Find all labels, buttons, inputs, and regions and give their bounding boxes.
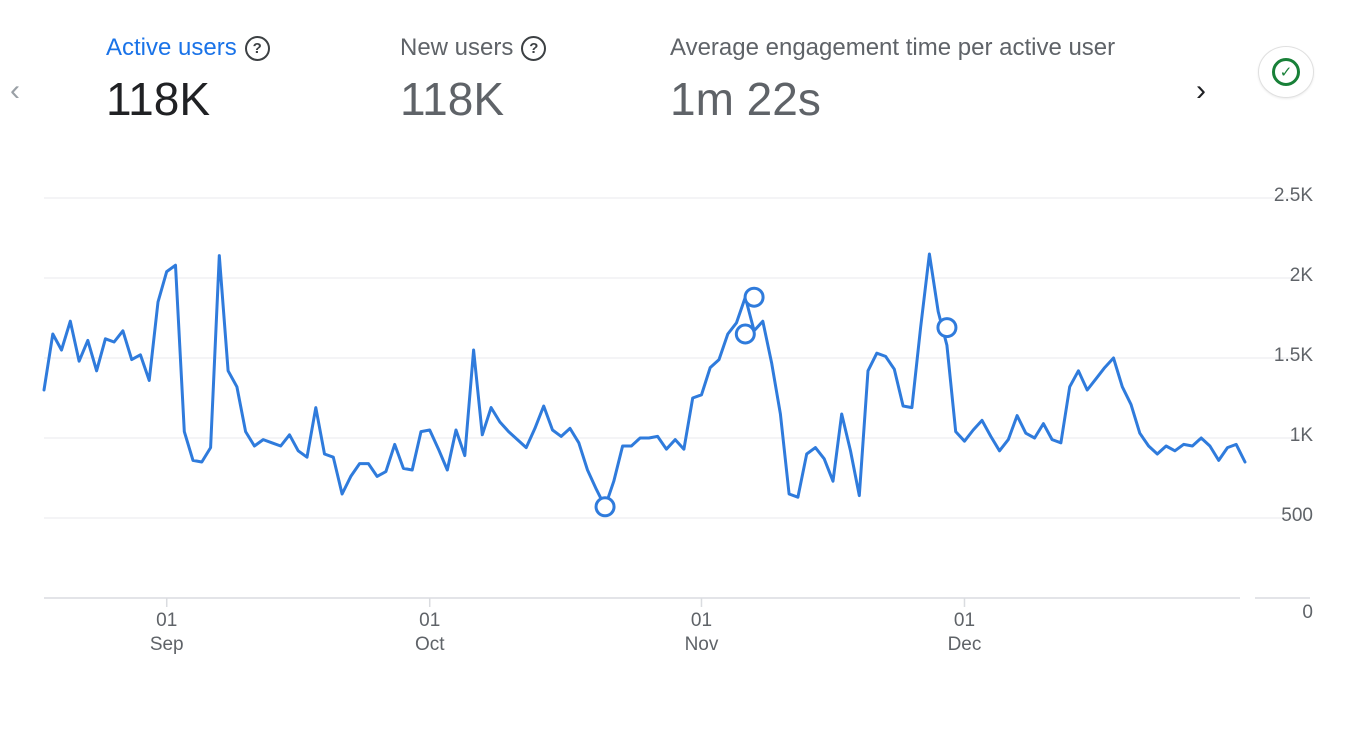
metric-avg-engagement-time[interactable]: Average engagement time per active user … <box>670 34 1176 126</box>
metric-value: 1m 22s <box>670 73 821 125</box>
series-line <box>42 252 1247 509</box>
x-tick-day-label: 01 <box>954 610 975 631</box>
highlighted-data-point[interactable] <box>936 317 958 339</box>
x-tick-month-label: Nov <box>685 634 719 655</box>
metric-value: 118K <box>400 73 505 125</box>
check-circle-icon: ✓ <box>1272 58 1300 86</box>
x-tick-day-label: 01 <box>691 610 712 631</box>
x-tick-day-label: 01 <box>156 610 177 631</box>
help-circle-icon[interactable]: ? <box>244 35 270 61</box>
next-metric-button[interactable]: › <box>1196 74 1206 107</box>
highlighted-data-point[interactable] <box>594 496 616 518</box>
metric-new-users[interactable]: New users ? 118K <box>400 34 547 126</box>
metric-label: Active users ? <box>106 34 270 62</box>
y-tick-label: 2.5K <box>1274 185 1313 206</box>
x-tick-month-label: Sep <box>150 634 184 655</box>
y-tick-label: 0 <box>1302 602 1313 623</box>
metric-label: New users ? <box>400 34 547 62</box>
status-button[interactable]: ✓ <box>1258 46 1314 98</box>
x-tick-month-label: Dec <box>948 634 982 655</box>
y-tick-label: 1K <box>1290 425 1314 446</box>
y-tick-label: 500 <box>1281 505 1313 526</box>
metric-label: Average engagement time per active user <box>670 34 1116 61</box>
metric-value: 118K <box>106 73 211 125</box>
x-tick-month-label: Oct <box>415 634 445 655</box>
y-tick-label: 2K <box>1290 265 1314 286</box>
help-circle-icon[interactable]: ? <box>521 35 547 61</box>
highlighted-data-point[interactable] <box>734 323 756 345</box>
y-tick-label: 1.5K <box>1274 345 1313 366</box>
highlighted-data-point[interactable] <box>743 286 765 308</box>
x-tick-day-label: 01 <box>419 610 440 631</box>
previous-metric-button[interactable]: ‹ <box>10 74 20 107</box>
metric-active-users[interactable]: Active users ? 118K <box>106 34 270 126</box>
